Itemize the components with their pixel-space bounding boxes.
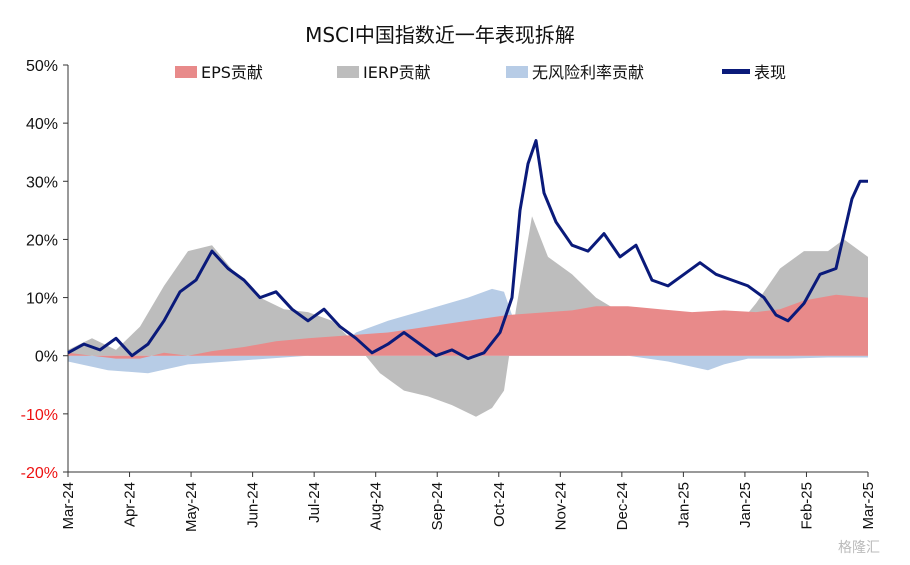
line-series-perf xyxy=(67,139,868,361)
x-tick-label: Jun-24 xyxy=(245,482,262,528)
y-tick-label: -10% xyxy=(21,407,58,424)
x-tick-label: Dec-24 xyxy=(614,482,631,530)
x-tick-label: Feb-25 xyxy=(798,482,815,530)
x-tick-label: Aug-24 xyxy=(368,482,385,530)
y-tick-label: 10% xyxy=(26,291,58,308)
x-tick-label: Apr-24 xyxy=(122,482,139,527)
legend-label-perf: 表现 xyxy=(754,63,786,82)
chart-title: MSCI中国指数近一年表现拆解 xyxy=(305,23,575,47)
x-tick-label: May-24 xyxy=(183,482,200,532)
x-tick-label: Jul-24 xyxy=(306,482,323,523)
legend-swatch-eps xyxy=(175,66,197,78)
y-tick-label: 50% xyxy=(26,58,58,75)
y-tick-label: 30% xyxy=(26,174,58,191)
plot-area: -20% -10% 0% 10% 20% 30% 40% 50% Mar-24 Apr-24 May… xyxy=(21,58,877,532)
legend-swatch-ierp xyxy=(337,66,359,78)
legend: EPS贡献 IERP贡献 无风险利率贡献 表现 xyxy=(175,63,786,82)
area-series-eps xyxy=(68,294,868,359)
x-tick-label: Jan-25 xyxy=(675,482,692,528)
area-series-ierp xyxy=(68,216,868,417)
x-tick-label: Nov-24 xyxy=(552,482,569,530)
legend-label-ierp: IERP贡献 xyxy=(363,63,431,82)
x-tick-label: Oct-24 xyxy=(491,482,508,527)
legend-label-rf: 无风险利率贡献 xyxy=(532,63,644,82)
legend-label-eps: EPS贡献 xyxy=(201,63,263,82)
legend-swatch-rf xyxy=(506,66,528,78)
y-tick-label: 20% xyxy=(26,232,58,249)
y-tick-label: -20% xyxy=(21,465,58,482)
x-tick-label: Mar-25 xyxy=(860,482,877,530)
y-tick-label: 40% xyxy=(26,116,58,133)
x-tick-label: Mar-24 xyxy=(60,482,77,530)
x-tick-label: Jan-25 xyxy=(737,482,754,528)
y-tick-label: 0% xyxy=(35,349,58,366)
x-tick-label: Sep-24 xyxy=(429,482,446,530)
legend-swatch-perf xyxy=(722,69,750,74)
watermark-text: 格隆汇 xyxy=(838,540,880,556)
